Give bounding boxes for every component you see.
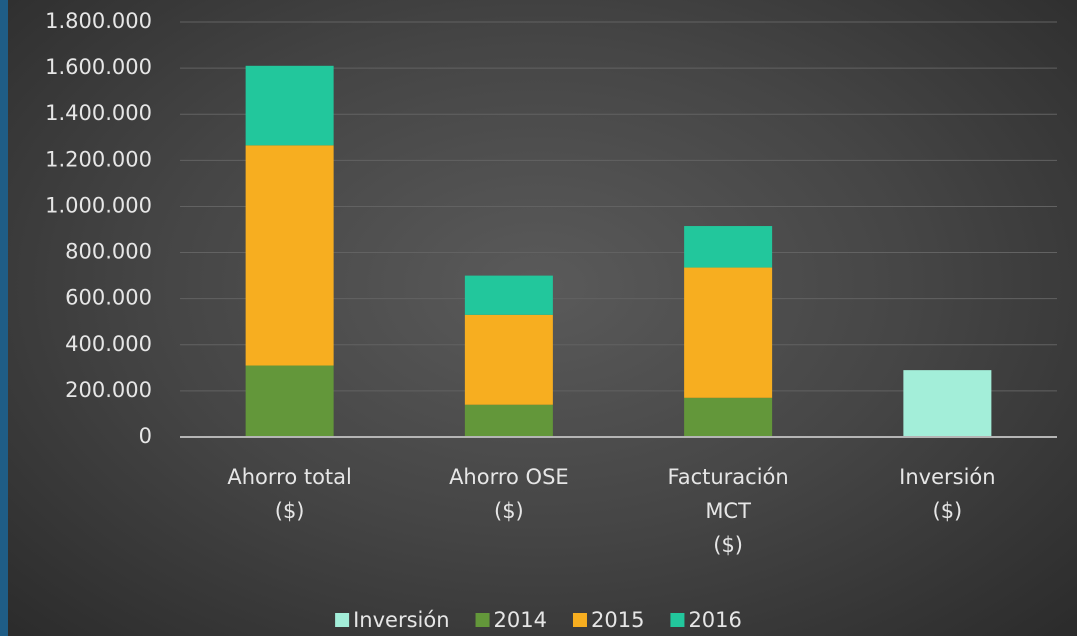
bar-segment (464, 275, 553, 315)
x-tick-label: Ahorro OSE (449, 465, 569, 489)
x-tick-label: ($) (933, 499, 963, 523)
y-tick-label: 400.000 (65, 332, 152, 356)
x-tick-label: ($) (275, 499, 305, 523)
x-tick-label: Ahorro total (227, 465, 352, 489)
bar-segment (464, 404, 553, 437)
bar-segment (464, 314, 553, 405)
accent-strip (0, 0, 8, 636)
y-tick-label: 1.800.000 (45, 9, 152, 33)
x-tick-label: Inversión (899, 465, 995, 489)
y-tick-label: 800.000 (65, 240, 152, 264)
legend-label: 2015 (591, 608, 644, 632)
legend-swatch (670, 613, 685, 627)
legend-label: Inversión (353, 608, 449, 632)
bar-segment (684, 226, 773, 268)
x-tick-label: ($) (494, 499, 524, 523)
y-tick-label: 1.000.000 (45, 193, 152, 217)
y-tick-label: 1.400.000 (45, 101, 152, 125)
bar-segment (684, 267, 773, 398)
legend-swatch (572, 613, 587, 627)
bar-segment (245, 365, 334, 437)
bar-segment (245, 65, 334, 146)
y-tick-label: 600.000 (65, 286, 152, 310)
bar-segment (245, 145, 334, 366)
bar-segment (684, 397, 773, 437)
x-tick-label: Facturación (668, 465, 789, 489)
legend-swatch (335, 613, 350, 627)
y-tick-label: 0 (139, 424, 152, 448)
legend-label: 2016 (688, 608, 741, 632)
bar-segment (903, 370, 992, 437)
x-tick-label: ($) (713, 533, 743, 557)
legend-swatch (475, 613, 490, 627)
y-tick-label: 200.000 (65, 378, 152, 402)
legend-label: 2014 (494, 608, 547, 632)
y-tick-label: 1.600.000 (45, 55, 152, 79)
x-tick-label: MCT (705, 499, 751, 523)
y-tick-label: 1.200.000 (45, 147, 152, 171)
